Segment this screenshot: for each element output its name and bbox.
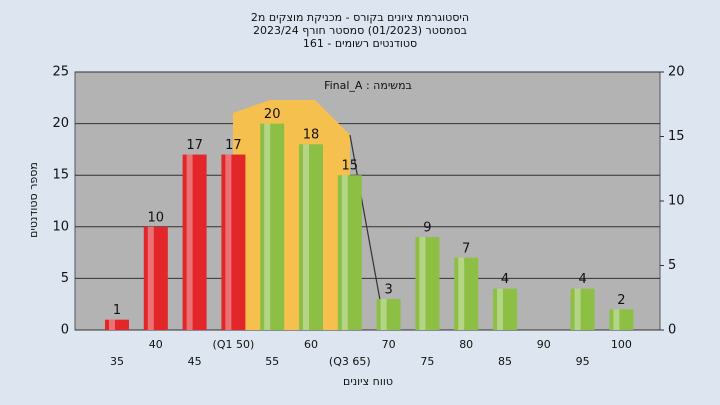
y-tick-label: 25: [52, 65, 69, 80]
value-label: 1: [113, 303, 121, 318]
x-tick-label: 95: [576, 355, 590, 368]
x-axis-label: טווח ציונים: [343, 375, 393, 388]
x-tick-label: 90: [537, 338, 551, 351]
bar: [299, 144, 323, 330]
bar: [143, 226, 168, 330]
bar-shine: [147, 226, 154, 330]
bar: [415, 237, 440, 330]
y-tick-label: 0: [61, 323, 69, 338]
bar-shine: [109, 319, 115, 330]
chart-title: היסטוגרמת ציונים בקורס - מכניקת מוצקים מ…: [251, 11, 469, 24]
x-tick-label: 35: [110, 355, 124, 368]
y-tick-label: 5: [61, 271, 69, 286]
annotation: במשימה : Final_A: [324, 79, 412, 92]
value-label: 9: [423, 221, 431, 236]
y-tick-label: 10: [52, 219, 69, 234]
bar-shine: [574, 288, 581, 330]
value-label: 10: [148, 210, 165, 225]
x-tick-label: (Q1 50): [213, 338, 255, 351]
x-tick-label: (Q3 65): [329, 355, 371, 368]
y-tick-label: 15: [52, 168, 69, 183]
bar: [570, 288, 595, 330]
value-label: 20: [264, 107, 281, 122]
value-label: 15: [342, 159, 359, 174]
plot-area: [74, 71, 661, 331]
quartile-band: [233, 100, 350, 330]
x-tick-label: 85: [498, 355, 512, 368]
bar: [337, 175, 362, 330]
bar-shine: [458, 257, 465, 330]
y-tick-label: 20: [52, 116, 69, 131]
bar-shine: [303, 144, 309, 330]
y2-tick-label: 10: [668, 194, 685, 209]
y-axis-label: מספר סטודנטים: [27, 162, 40, 238]
value-label: 4: [501, 272, 509, 287]
y2-tick-label: 20: [668, 65, 685, 80]
x-tick-label: 80: [459, 338, 473, 351]
bar-shine: [613, 309, 620, 330]
y2-tick-label: 5: [668, 258, 676, 273]
value-label: 4: [578, 272, 586, 287]
x-tick-label: 40: [149, 338, 163, 351]
value-label: 3: [384, 283, 392, 298]
bar-shine: [225, 154, 232, 330]
value-label: 18: [303, 128, 320, 143]
bar: [454, 257, 479, 330]
bar-shine: [497, 288, 503, 330]
bar-shine: [186, 154, 193, 330]
bar-shine: [341, 175, 348, 330]
bar: [182, 154, 207, 330]
y2-tick-label: 15: [668, 129, 685, 144]
x-tick-label: 70: [382, 338, 396, 351]
y2-tick-label: 0: [668, 323, 676, 338]
x-tick-label: 60: [304, 338, 318, 351]
bar: [609, 309, 634, 330]
value-label: 7: [462, 241, 470, 256]
bar: [260, 123, 285, 330]
bar: [221, 154, 246, 330]
value-label: 2: [617, 293, 625, 308]
bar-shine: [419, 237, 426, 330]
value-label: 17: [186, 138, 203, 153]
quartile-line: [349, 134, 381, 301]
value-label: 17: [225, 138, 242, 153]
chart-subtitle: סטודנטים רשומים - 161: [303, 37, 417, 50]
bar: [493, 288, 517, 330]
bar-shine: [380, 299, 387, 330]
bar-shine: [264, 123, 271, 330]
x-tick-label: 100: [611, 338, 632, 351]
chart-subtitle: בסמסטר (01/2023) סמסטר חורף 2023/24: [253, 24, 467, 37]
bar: [376, 299, 401, 330]
x-tick-label: 45: [188, 355, 202, 368]
x-tick-label: 55: [265, 355, 279, 368]
grid: [75, 71, 660, 331]
x-tick-label: 75: [420, 355, 434, 368]
bar: [105, 319, 129, 330]
